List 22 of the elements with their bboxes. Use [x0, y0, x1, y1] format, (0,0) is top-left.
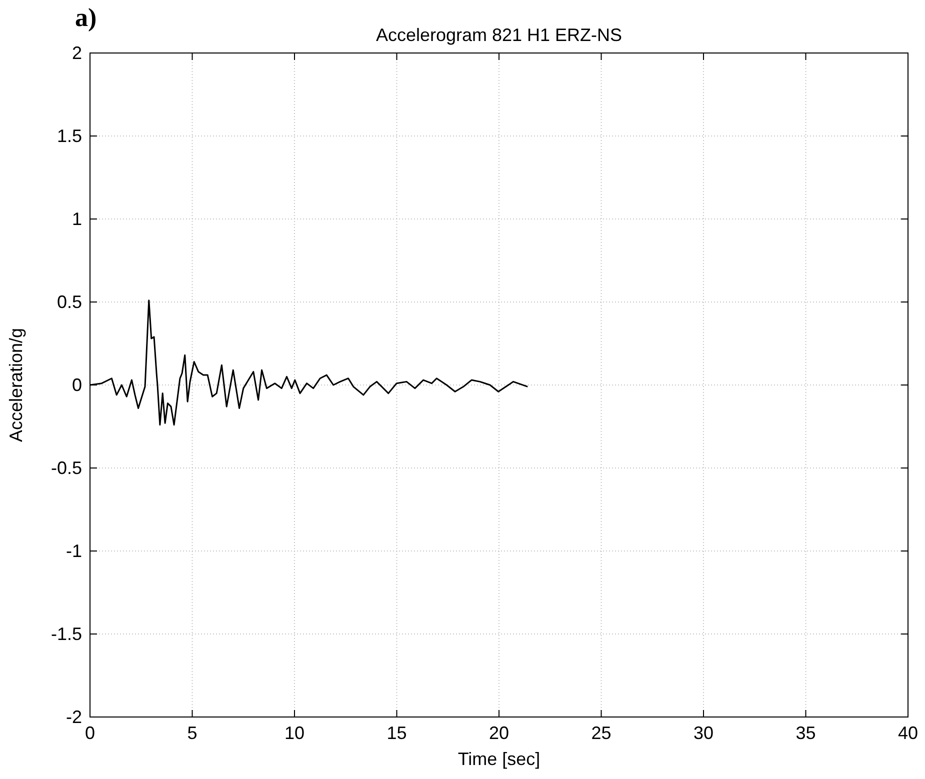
x-tick-label: 30: [693, 723, 714, 743]
x-tick-label: 0: [84, 723, 96, 743]
y-tick-label: 0.5: [56, 292, 82, 312]
y-tick-label: 0: [72, 375, 82, 395]
text: a): [75, 3, 97, 32]
y-tick-label: 1.5: [56, 126, 82, 146]
x-tick-label: 40: [898, 723, 918, 743]
x-tick-label: 25: [591, 723, 612, 743]
chart-title: Accelerogram 821 H1 ERZ-NS: [376, 25, 622, 45]
x-axis-title: Time [sec]: [458, 749, 540, 769]
y-tick-label: -2: [66, 707, 82, 727]
y-tick-label: -1.5: [50, 624, 82, 644]
x-tick-label: 20: [488, 723, 510, 743]
x-tick-label: 10: [284, 723, 305, 743]
y-tick-label: 1: [72, 209, 82, 229]
y-tick-label: -1: [66, 541, 82, 561]
y-axis-title: Acceleration/g: [6, 328, 26, 442]
x-tick-label: 5: [187, 723, 198, 743]
x-tick-label: 35: [796, 723, 816, 743]
y-tick-label: 2: [72, 43, 82, 63]
x-tick-label: 15: [386, 723, 407, 743]
y-tick-label: -0.5: [50, 458, 82, 478]
